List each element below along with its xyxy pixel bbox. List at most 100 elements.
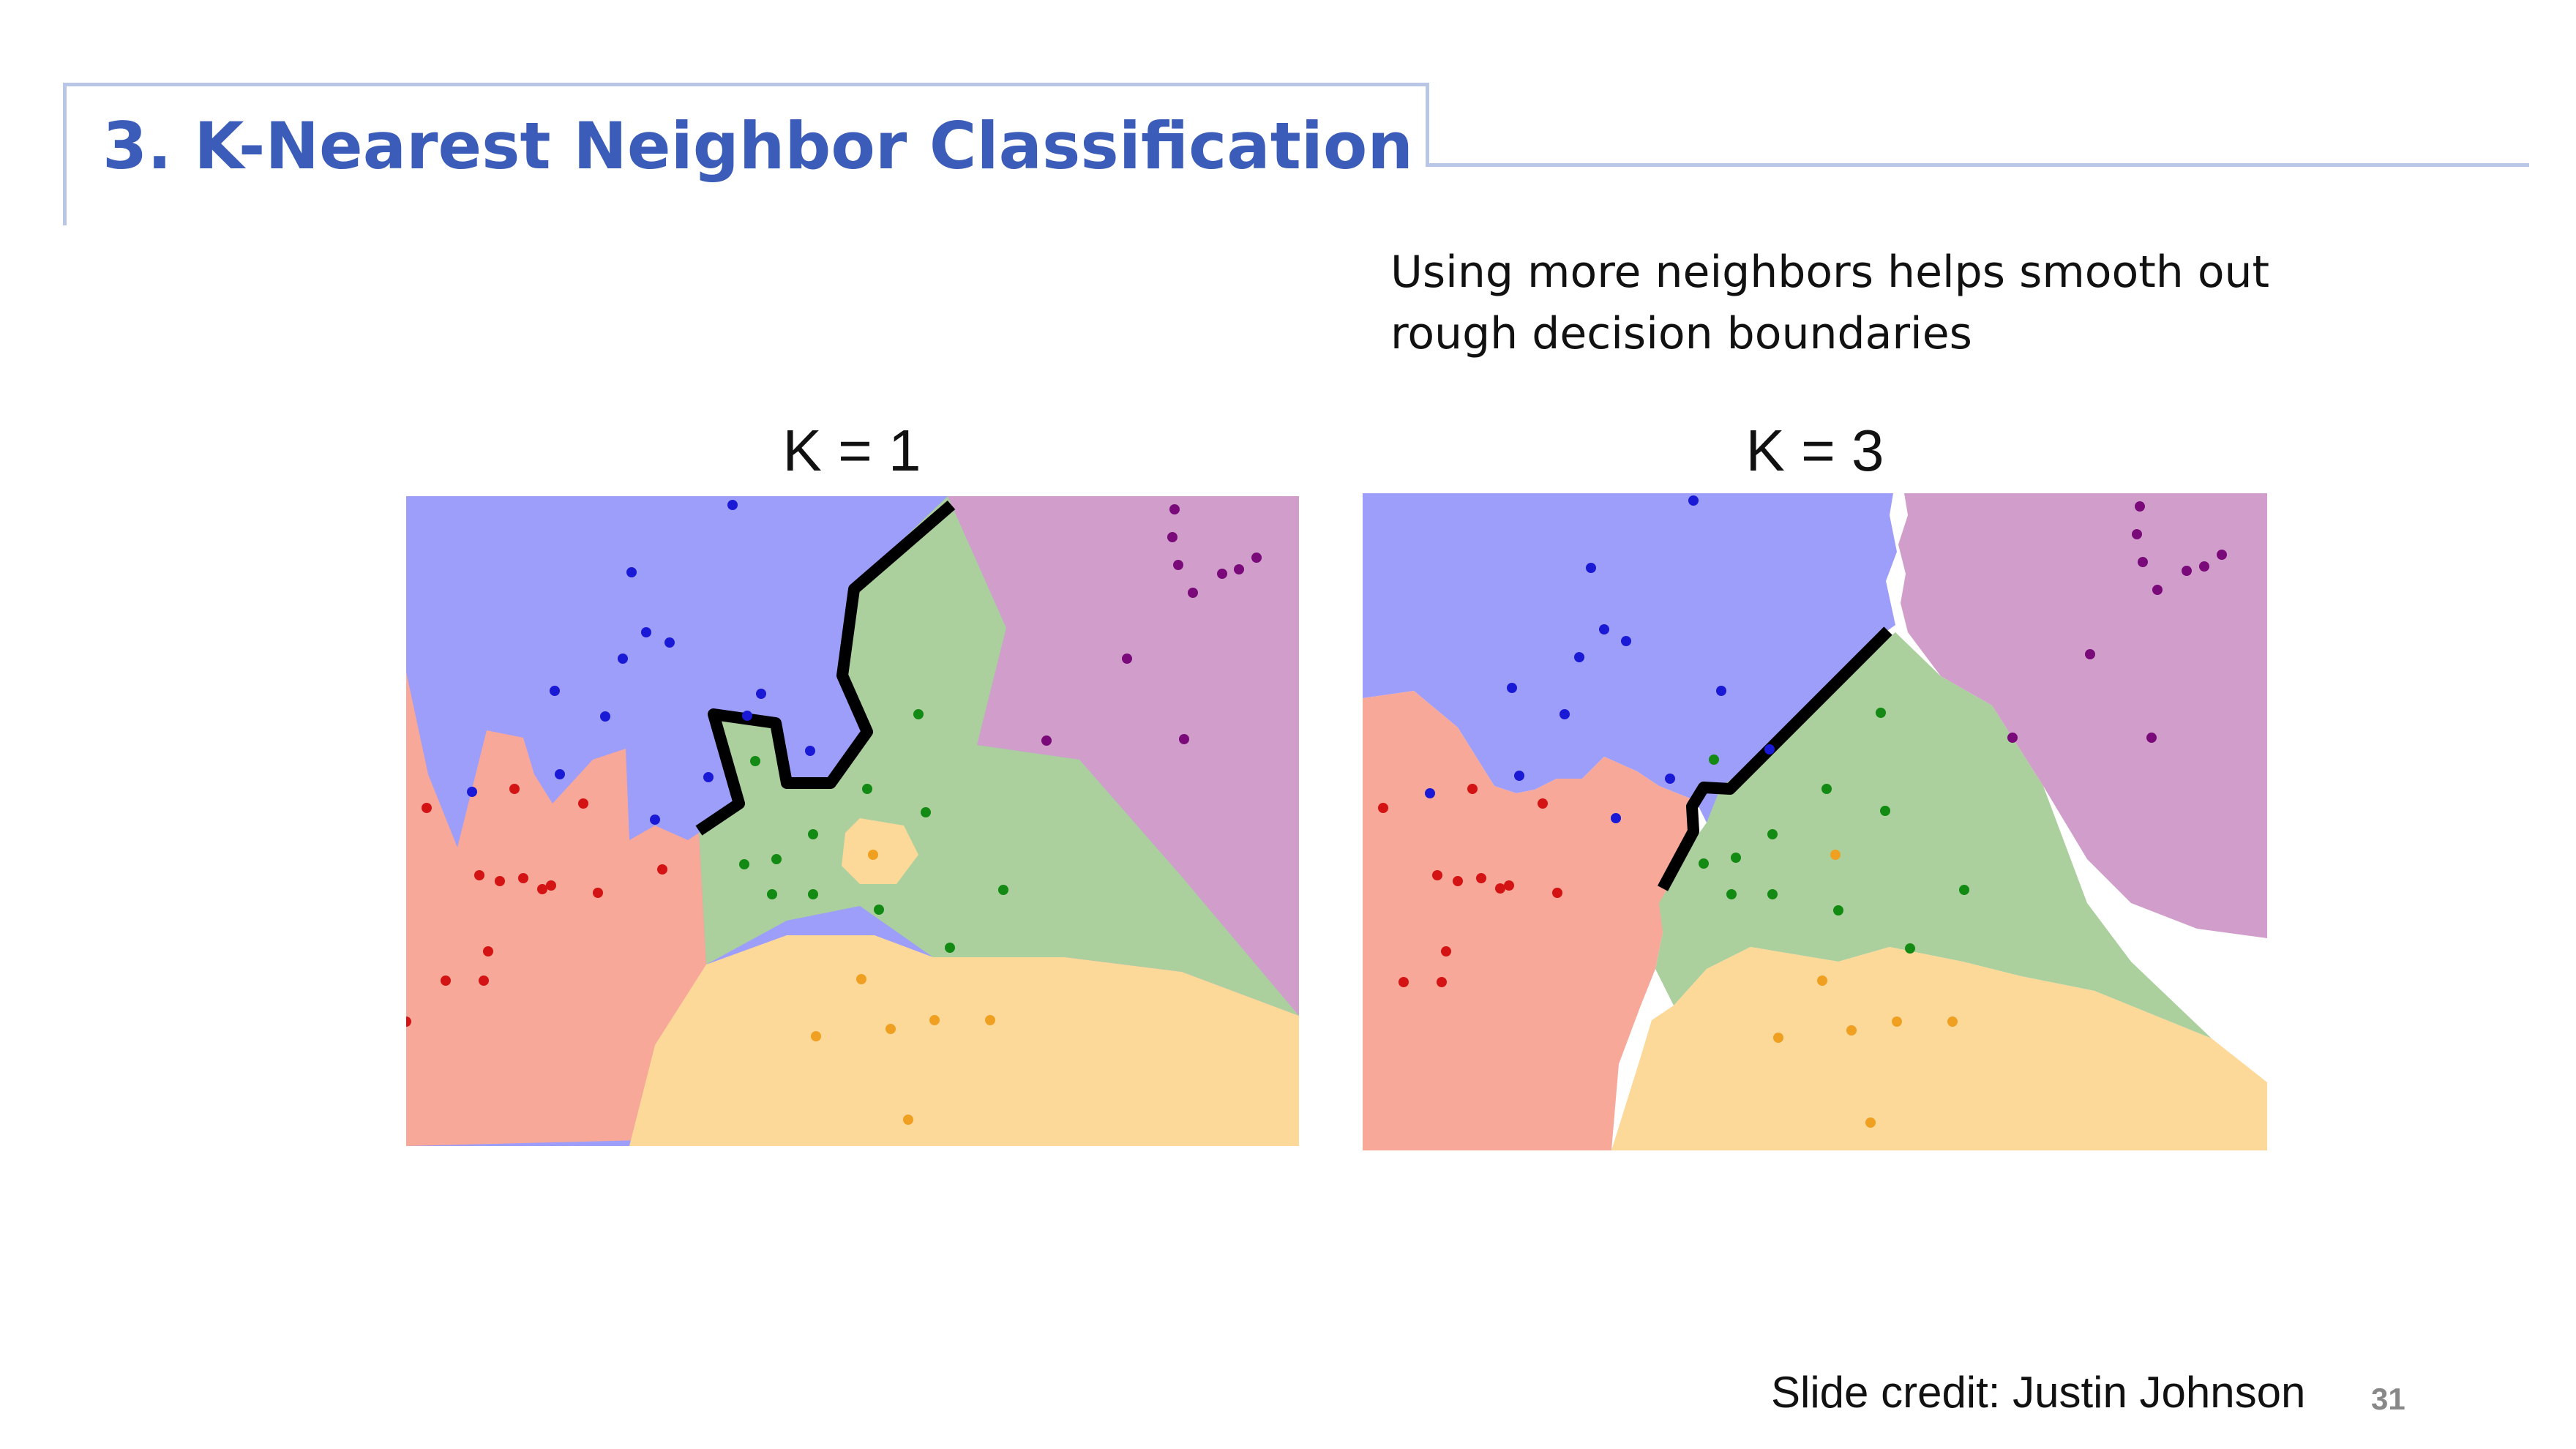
point-blue [742, 711, 752, 721]
point-red [1467, 784, 1478, 794]
point-red [518, 873, 528, 883]
point-red [1504, 880, 1514, 891]
points-orange [1773, 850, 1958, 1128]
point-blue [1611, 813, 1621, 823]
region-red [1363, 691, 1699, 1150]
knn-k1-plot [406, 496, 1299, 1146]
region-green [1655, 632, 2212, 1038]
point-purple [1234, 564, 1244, 574]
point-purple [2085, 649, 2095, 659]
plot-label-k1: K = 1 [782, 418, 921, 483]
point-red [546, 880, 556, 891]
point-red [1495, 883, 1505, 894]
point-purple [2135, 501, 2145, 512]
slide-title: 3. K-Nearest Neighbor Classification [102, 108, 1414, 184]
point-orange [903, 1115, 913, 1125]
point-green [1699, 858, 1709, 869]
point-blue [1574, 652, 1584, 662]
title-frame-long [1426, 163, 2529, 167]
point-purple [2146, 733, 2157, 743]
point-purple [1122, 654, 1132, 664]
point-red [479, 976, 489, 986]
point-red [483, 946, 493, 956]
point-orange [1846, 1025, 1857, 1036]
point-red [441, 976, 451, 986]
point-blue [1688, 495, 1699, 506]
point-red [1538, 798, 1548, 809]
point-purple [1169, 504, 1180, 514]
points-green [1699, 708, 1969, 954]
point-orange [811, 1031, 821, 1041]
decision-boundary [1657, 626, 1892, 891]
point-orange [1892, 1016, 1902, 1027]
point-green [739, 859, 749, 869]
point-purple [2132, 529, 2142, 539]
point-green [1767, 829, 1778, 839]
region-purple [948, 496, 1299, 1016]
page-number: 31 [2371, 1382, 2405, 1416]
point-orange [868, 850, 878, 860]
point-red [406, 1016, 411, 1027]
region-orange [629, 935, 1299, 1146]
point-blue [1586, 563, 1596, 573]
point-purple [2152, 585, 2163, 595]
point-red [657, 864, 667, 875]
point-red [474, 870, 484, 880]
point-green [1821, 784, 1832, 794]
point-purple [1251, 553, 1262, 563]
title-frame-top [63, 83, 1429, 86]
point-purple [2182, 566, 2192, 576]
point-red [1432, 870, 1442, 880]
point-blue [650, 815, 660, 825]
region-orange-island [842, 818, 918, 884]
point-red [1399, 977, 1409, 987]
caption: Using more neighbors helps smooth out ro… [1390, 242, 2269, 364]
point-red [593, 888, 603, 898]
point-orange [1773, 1033, 1783, 1043]
points-green [739, 709, 1008, 953]
point-purple [1179, 734, 1189, 744]
point-purple [1173, 560, 1183, 570]
plot-label-k3: K = 3 [1745, 418, 1884, 483]
point-green [913, 709, 924, 719]
point-orange [886, 1024, 896, 1034]
caption-line-2: rough decision boundaries [1390, 308, 1972, 359]
point-green [808, 889, 818, 899]
point-red [422, 803, 432, 813]
knn-k3-plot [1363, 493, 2267, 1150]
point-blue [1716, 686, 1726, 696]
decision-boundary [695, 500, 956, 836]
point-red [1437, 977, 1447, 987]
point-blue [1425, 788, 1435, 798]
point-blue [1764, 744, 1775, 755]
point-orange [985, 1015, 995, 1025]
region-red [406, 672, 706, 1146]
point-orange [1947, 1016, 1958, 1027]
points-purple [2007, 501, 2227, 743]
point-green [1731, 853, 1741, 863]
points-purple [1041, 504, 1262, 746]
point-green [874, 905, 884, 915]
point-blue [756, 689, 766, 699]
point-blue [664, 637, 675, 648]
point-blue [1621, 636, 1631, 646]
point-green [1959, 885, 1969, 895]
point-purple [1217, 569, 1227, 579]
point-blue [703, 772, 714, 782]
points-blue [1425, 495, 1775, 823]
point-purple [2007, 733, 2018, 743]
point-purple [2199, 561, 2209, 572]
title-frame-right [1426, 83, 1429, 167]
point-orange [1817, 976, 1827, 986]
points-orange [811, 850, 995, 1125]
point-blue [1507, 683, 1517, 693]
point-green [1880, 806, 1890, 816]
point-red [537, 884, 547, 894]
point-green [1876, 708, 1886, 718]
point-green [1905, 943, 1915, 954]
point-blue [467, 787, 477, 797]
point-green [1833, 905, 1843, 916]
points-red [1378, 784, 1562, 987]
point-blue [550, 686, 560, 696]
point-orange [856, 974, 866, 984]
